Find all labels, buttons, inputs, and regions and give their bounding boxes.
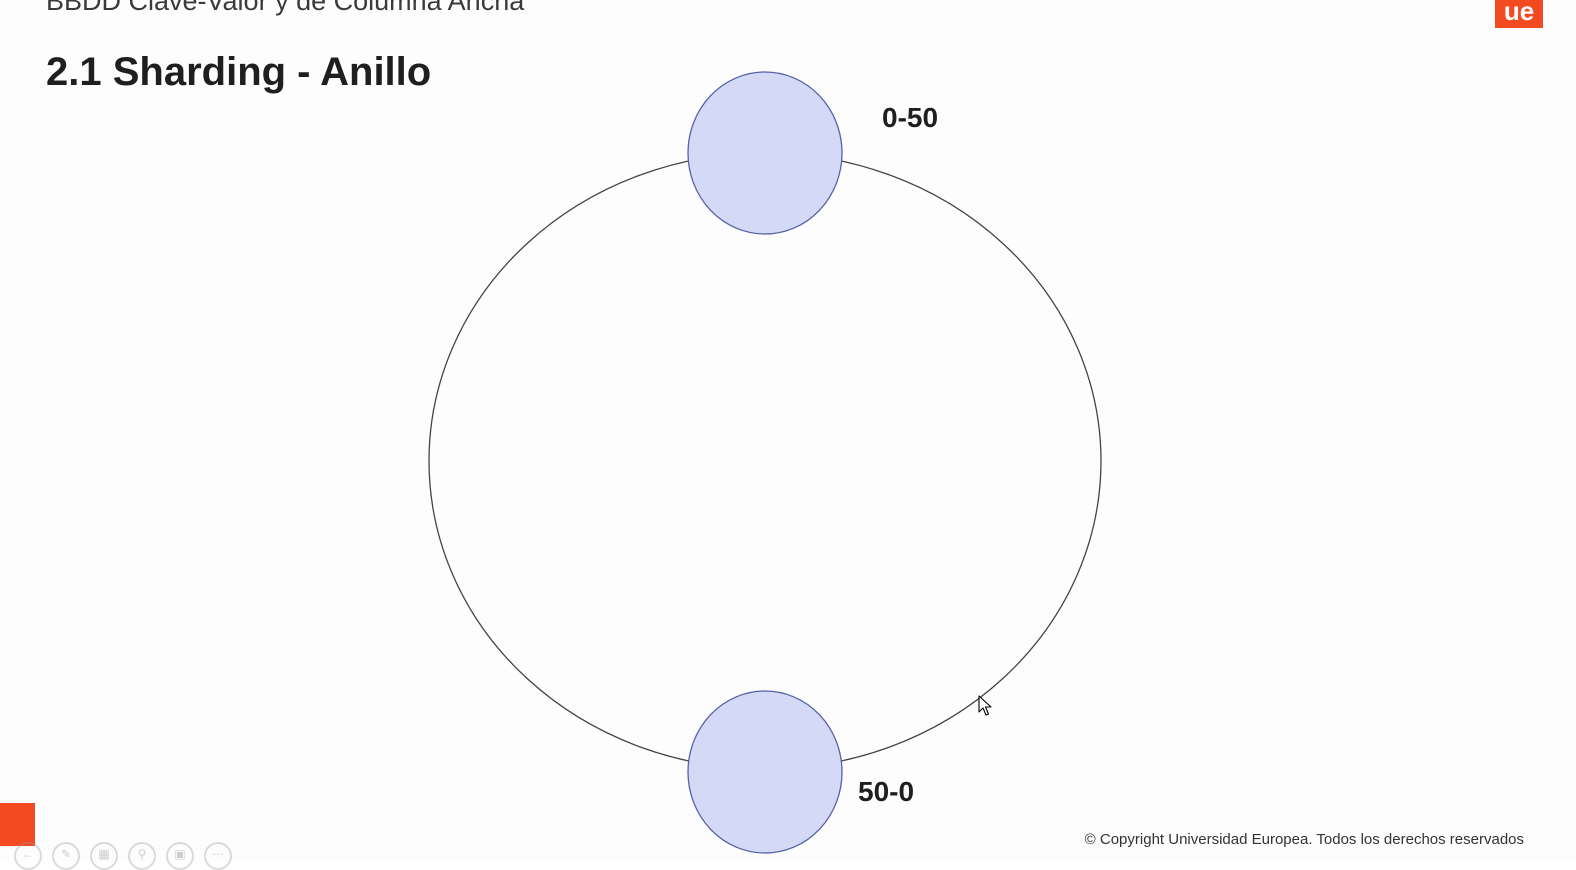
slides-icon[interactable]: ▦: [90, 842, 118, 870]
subtitle-icon[interactable]: ▣: [166, 842, 194, 870]
universidad-europea-logo: ue: [1495, 0, 1543, 28]
more-icon[interactable]: ⋯: [204, 842, 232, 870]
presenter-toolbar: ← ✎ ▦ ⚲ ▣ ⋯: [14, 842, 232, 870]
copyright-notice: © Copyright Universidad Europea. Todos l…: [1084, 831, 1524, 848]
pen-icon[interactable]: ✎: [52, 842, 80, 870]
hash-ring: [428, 152, 1102, 770]
ring-node-bottom: [687, 690, 843, 854]
slide-header: BBDD Clave-Valor y de Columna Ancha: [46, 0, 525, 16]
ring-node-top: [687, 71, 843, 235]
zoom-icon[interactable]: ⚲: [128, 842, 156, 870]
accent-corner-square: [0, 803, 35, 846]
back-arrow-icon[interactable]: ←: [14, 842, 42, 870]
mouse-cursor-icon: [978, 695, 992, 716]
node-range-label-bottom: 50-0: [858, 776, 915, 807]
node-range-label-top: 0-50: [882, 102, 939, 133]
slide-title: 2.1 Sharding - Anillo: [46, 50, 432, 94]
